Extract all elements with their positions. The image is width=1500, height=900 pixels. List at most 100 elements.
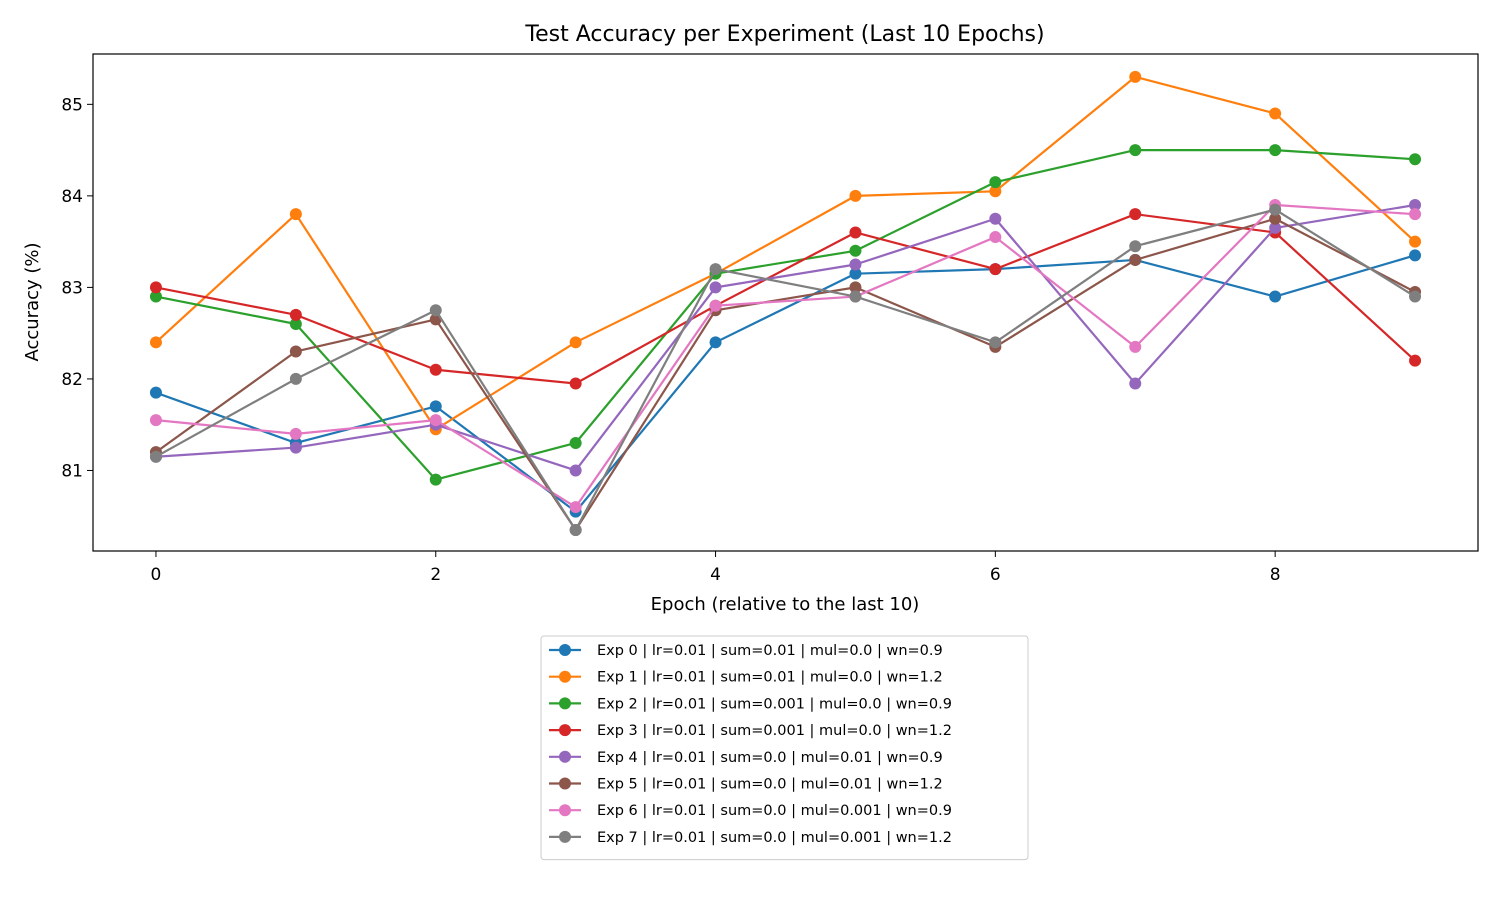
legend-label-exp-5: Exp 5 | lr=0.01 | sum=0.0 | mul=0.01 | w… [597, 777, 943, 793]
data-point-exp-2 [1269, 144, 1282, 157]
data-point-exp-0 [1269, 290, 1282, 303]
data-point-exp-4 [709, 281, 722, 294]
legend-marker-exp-1 [559, 670, 571, 683]
y-tick-label: 85 [61, 95, 83, 115]
data-point-exp-4 [289, 441, 302, 454]
data-point-exp-1 [149, 336, 162, 349]
legend-label-exp-2: Exp 2 | lr=0.01 | sum=0.001 | mul=0.0 | … [597, 696, 952, 712]
series-line-exp-3 [155, 213, 1416, 385]
data-point-exp-5 [1269, 212, 1282, 225]
data-point-exp-4 [1409, 199, 1422, 212]
data-point-exp-1 [989, 185, 1002, 198]
series-line-exp-7 [155, 208, 1416, 532]
data-point-exp-3 [289, 308, 302, 321]
data-point-exp-7 [149, 450, 162, 463]
legend-marker-exp-3 [559, 724, 571, 737]
y-tick-label: 83 [61, 278, 83, 298]
x-tick-label: 0 [151, 565, 162, 585]
data-point-exp-1 [1269, 107, 1282, 120]
data-point-exp-3 [569, 377, 582, 390]
legend-marker-exp-6 [559, 804, 571, 817]
y-axis-label: Accuracy (%) [22, 242, 43, 361]
data-point-exp-1 [569, 336, 582, 349]
legend-marker-exp-2 [559, 697, 571, 710]
data-point-exp-7 [1409, 290, 1422, 303]
series-line-exp-1 [155, 75, 1416, 431]
legend-label-exp-6: Exp 6 | lr=0.01 | sum=0.0 | mul=0.001 | … [597, 803, 952, 819]
data-point-exp-7 [1269, 203, 1282, 216]
data-point-exp-2 [849, 244, 862, 257]
data-point-exp-2 [429, 473, 442, 486]
legend-label-exp-7: Exp 7 | lr=0.01 | sum=0.0 | mul=0.001 | … [597, 830, 952, 846]
legend-marker-exp-5 [559, 777, 571, 790]
data-point-exp-3 [849, 226, 862, 239]
legend-label-exp-4: Exp 4 | lr=0.01 | sum=0.0 | mul=0.01 | w… [597, 750, 943, 766]
series-line-exp-0 [155, 254, 1416, 513]
x-tick-label: 8 [1270, 565, 1281, 585]
data-point-exp-0 [849, 267, 862, 280]
data-point-exp-7 [989, 336, 1002, 349]
data-point-exp-3 [1129, 208, 1142, 221]
legend-label-exp-1: Exp 1 | lr=0.01 | sum=0.01 | mul=0.0 | w… [597, 670, 943, 686]
data-point-exp-3 [989, 263, 1002, 276]
legend: Exp 0 | lr=0.01 | sum=0.01 | mul=0.0 | w… [540, 635, 1029, 861]
x-tick-label: 6 [990, 565, 1001, 585]
x-axis-label: Epoch (relative to the last 10) [651, 594, 920, 615]
series-line-exp-6 [155, 203, 1416, 509]
data-point-exp-6 [429, 414, 442, 427]
data-point-exp-4 [989, 212, 1002, 225]
data-point-exp-3 [1409, 354, 1422, 367]
plot-frame [92, 53, 1479, 552]
chart-title: Test Accuracy per Experiment (Last 10 Ep… [524, 22, 1044, 47]
data-point-exp-7 [849, 290, 862, 303]
legend-box [540, 635, 1029, 861]
y-tick-label: 84 [61, 187, 83, 207]
data-point-exp-3 [149, 281, 162, 294]
data-point-exp-4 [569, 464, 582, 477]
series-line-exp-4 [155, 203, 1416, 472]
x-tick-label: 2 [430, 565, 441, 585]
data-point-exp-2 [149, 290, 162, 303]
legend-label-exp-0: Exp 0 | lr=0.01 | sum=0.01 | mul=0.0 | w… [597, 643, 943, 659]
data-point-exp-2 [989, 176, 1002, 189]
data-point-exp-6 [1129, 340, 1142, 353]
data-point-exp-2 [569, 436, 582, 449]
data-point-exp-0 [1409, 249, 1422, 262]
series-line-exp-5 [155, 217, 1416, 532]
data-point-exp-7 [1129, 240, 1142, 253]
data-point-exp-4 [849, 258, 862, 271]
x-tick-label: 4 [710, 565, 721, 585]
data-point-exp-6 [709, 299, 722, 312]
data-point-exp-6 [989, 231, 1002, 244]
y-tick-label: 81 [61, 461, 83, 481]
plot-area: 0 2 4 6 8 81 82 83 84 85 [61, 53, 1479, 585]
data-point-exp-6 [289, 427, 302, 440]
data-point-exp-2 [1129, 144, 1142, 157]
data-point-exp-7 [569, 523, 582, 536]
data-point-exp-4 [1269, 221, 1282, 234]
data-point-exp-6 [1409, 208, 1422, 221]
data-point-exp-0 [429, 400, 442, 413]
legend-label-exp-3: Exp 3 | lr=0.01 | sum=0.001 | mul=0.0 | … [597, 723, 952, 739]
data-point-exp-5 [1129, 253, 1142, 266]
series-line-exp-2 [155, 149, 1416, 481]
data-point-exp-4 [1129, 377, 1142, 390]
data-point-exp-1 [1409, 235, 1422, 248]
y-tick-label: 82 [61, 370, 83, 390]
data-point-exp-3 [429, 363, 442, 376]
data-point-exp-5 [289, 345, 302, 358]
legend-marker-exp-7 [559, 830, 571, 843]
legend-marker-exp-0 [559, 644, 571, 656]
data-point-exp-0 [709, 336, 722, 349]
data-point-exp-2 [289, 318, 302, 331]
data-point-exp-1 [289, 208, 302, 221]
data-point-exp-2 [1409, 153, 1422, 166]
data-point-exp-0 [149, 386, 162, 399]
data-point-exp-1 [849, 189, 862, 202]
data-point-exp-7 [289, 372, 302, 385]
data-point-exp-6 [149, 414, 162, 427]
data-point-exp-5 [849, 281, 862, 294]
data-point-exp-6 [569, 501, 582, 514]
data-point-exp-7 [709, 263, 722, 276]
